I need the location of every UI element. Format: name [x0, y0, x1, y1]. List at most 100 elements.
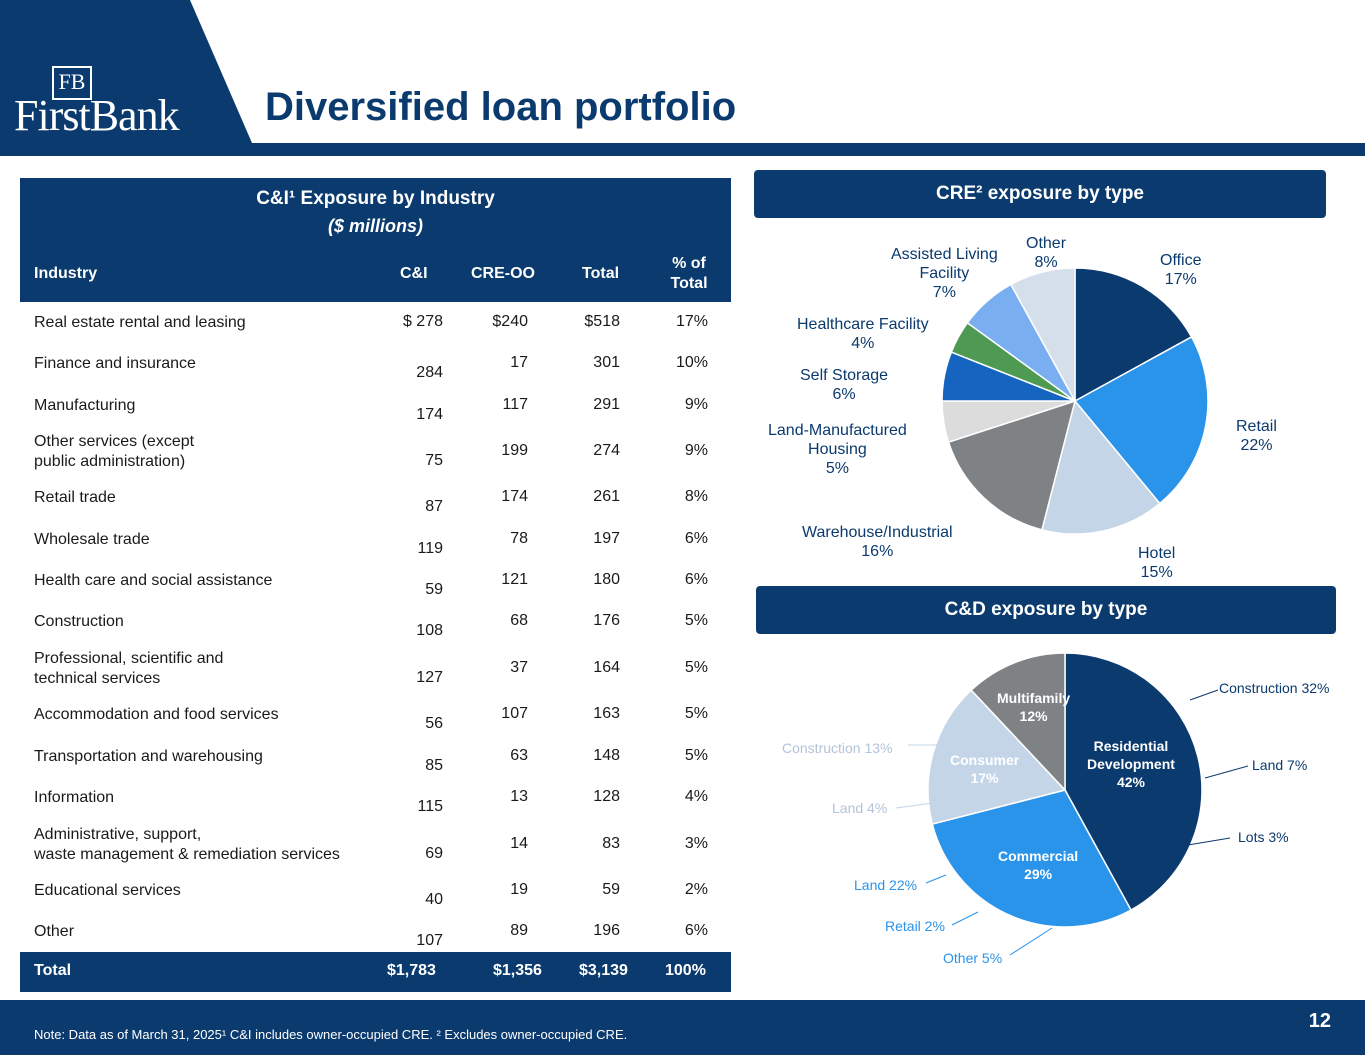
cd-label-land-22: Land 22%	[854, 877, 918, 893]
cell-cre-oo: 63	[510, 746, 528, 764]
cell-pct: 9%	[684, 396, 708, 413]
cell-pct: 3%	[684, 834, 708, 852]
table-row: Administrative, support, waste managemen…	[20, 818, 731, 869]
cell-pct: 5%	[684, 746, 708, 764]
pie-slice-office	[1074, 267, 1193, 403]
col-ci: C&I	[400, 265, 428, 282]
cell-total: 59	[602, 880, 620, 898]
footnote: Note: Data as of March 31, 2025¹ C&I inc…	[34, 1027, 628, 1042]
cell-ci: 69	[425, 844, 443, 862]
cell-ci: 284	[416, 364, 443, 381]
cell-ci: 85	[425, 756, 443, 774]
total-total: $3,139	[579, 962, 628, 979]
table-row: Manufacturing 174 117 291 9%	[20, 384, 731, 426]
cell-industry: Health care and social assistance	[34, 571, 273, 589]
total-pct: 100%	[665, 962, 706, 979]
pie-slice-consumer	[927, 689, 1067, 825]
cell-industry: Finance and insurance	[34, 355, 196, 372]
ci-exposure-table: C&I¹ Exposure by Industry ($ millions) I…	[20, 178, 731, 992]
cell-pct: 5%	[684, 705, 708, 722]
cell-cre-oo: 121	[501, 570, 528, 588]
pie-slice-hotel	[1041, 399, 1161, 535]
cell-industry: Wholesale trade	[34, 530, 150, 548]
table-title: C&I¹ Exposure by Industry	[256, 188, 495, 209]
pie-slice-commercial	[931, 789, 1133, 928]
cell-cre-oo: 13	[510, 788, 528, 805]
table-row: Accommodation and food services 56 107 163 5…	[20, 693, 731, 735]
cell-industry: Information	[34, 789, 115, 806]
leader-line	[951, 911, 979, 926]
cd-label-other-5: Other 5%	[943, 950, 1003, 966]
cell-cre-oo: 199	[501, 442, 528, 459]
cell-industry: Transportation and warehousing	[34, 747, 263, 765]
cell-cre-oo: 37	[510, 658, 528, 676]
cell-cre-oo: 117	[502, 396, 528, 413]
leader-line	[925, 874, 947, 884]
cell-ci: 174	[416, 406, 443, 423]
cell-ci: 115	[417, 798, 443, 815]
cell-ci: 75	[425, 452, 443, 469]
cell-total: 83	[602, 834, 620, 852]
cell-ci: 107	[416, 932, 443, 949]
cd-label-construction-13: Construction 13%	[782, 740, 893, 756]
logo-name: FirstBank	[14, 91, 180, 140]
cell-industry: Real estate rental and leasing	[34, 314, 246, 331]
table-row: Information 115 13 128 4%	[20, 776, 731, 818]
cre-label-healthcare: Healthcare Facility 4%	[797, 316, 929, 352]
cell-cre-oo: 78	[510, 529, 528, 547]
leader-line	[1204, 765, 1249, 779]
cell-total: $518	[584, 313, 620, 330]
cell-cre-oo: 174	[501, 488, 528, 505]
cell-cre-oo: 89	[510, 922, 528, 939]
cell-cre-oo: 19	[510, 880, 528, 898]
table-row: Transportation and warehousing 85 63 148 5%	[20, 735, 731, 776]
table-row: Real estate rental and leasing $ 278 $240 $…	[20, 302, 731, 342]
cell-total: 164	[593, 658, 620, 676]
cd-inner-residential: Residential Development 42%	[1087, 738, 1175, 790]
leader-line	[1187, 837, 1231, 846]
table-row: Other 107 89 196 6%	[20, 910, 731, 952]
cd-inner-commercial: Commercial 29%	[998, 848, 1079, 882]
cell-total: 196	[593, 922, 620, 939]
cre-label-self-storage: Self Storage 6%	[800, 367, 889, 403]
cre-label-retail: Retail 22%	[1236, 418, 1277, 454]
pie-slice-retail	[1073, 335, 1209, 505]
cd-label-lots-3: Lots 3%	[1238, 829, 1289, 845]
cell-ci: 56	[425, 715, 443, 732]
cell-industry: Professional, scientific and technical s…	[34, 649, 224, 687]
total-cre-oo: $1,356	[493, 962, 542, 979]
cd-label-construction-32: Construction 32%	[1219, 680, 1330, 696]
cell-industry: Construction	[34, 613, 124, 630]
table-row: Other services (except public administra…	[20, 426, 731, 476]
table-row: Wholesale trade 119 78 197 6%	[20, 518, 731, 559]
cell-total: 148	[593, 746, 620, 764]
footer-band	[0, 1000, 1365, 1055]
cell-industry: Manufacturing	[34, 397, 136, 414]
col-pct: % of Total	[670, 255, 708, 292]
cell-total: 176	[593, 612, 620, 629]
cell-ci: 119	[417, 539, 443, 557]
cre-label-hotel: Hotel 15%	[1138, 545, 1176, 581]
cell-industry: Retail trade	[34, 489, 116, 506]
pie-slice-residential-development	[1064, 652, 1203, 912]
cre-label-assisted-living: Assisted Living Facility 7%	[891, 246, 998, 301]
cre-label-office: Office 17%	[1160, 252, 1202, 288]
cell-total: 274	[593, 442, 620, 459]
cd-inner-consumer: Consumer 17%	[950, 752, 1020, 786]
table-row: Construction 108 68 176 5%	[20, 600, 731, 642]
pie-slice-warehouse-industrial	[947, 399, 1077, 531]
cell-cre-oo: 14	[510, 834, 528, 852]
cd-label-land-4: Land 4%	[832, 800, 888, 816]
cell-ci: 40	[425, 890, 443, 908]
table-subtitle: ($ millions)	[327, 216, 423, 236]
cell-total: 180	[593, 570, 620, 588]
table-total-row: Total $1,783 $1,356 $3,139 100%	[20, 952, 731, 992]
cell-pct: 6%	[684, 570, 708, 588]
cell-cre-oo: $240	[492, 313, 528, 330]
cre-pie-chart	[941, 267, 1209, 535]
page-title: Diversified loan portfolio	[265, 85, 737, 129]
cell-pct: 9%	[684, 442, 708, 459]
col-cre-oo: CRE-OO	[471, 265, 535, 282]
cell-industry: Other	[34, 923, 75, 940]
